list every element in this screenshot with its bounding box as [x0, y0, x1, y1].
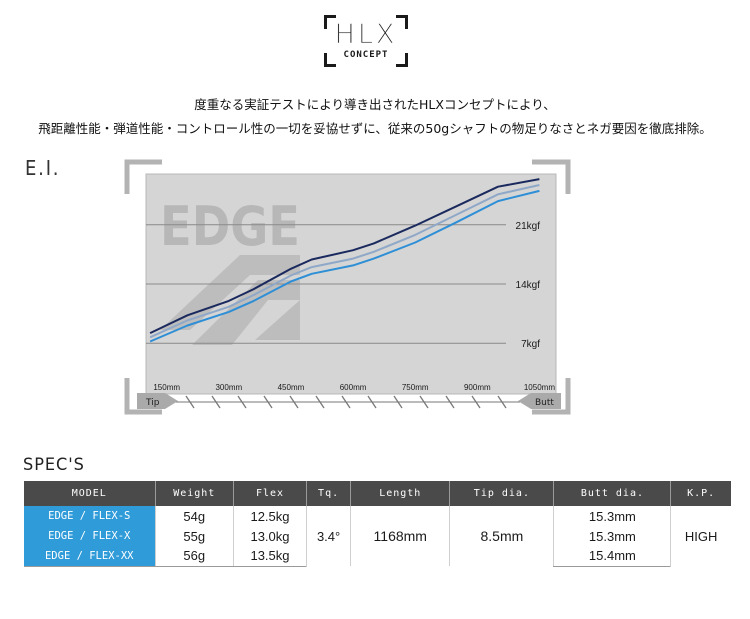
header-length: Length: [350, 481, 450, 506]
chart-baseline: [165, 395, 520, 409]
y-tick-label: 21kgf: [516, 221, 541, 232]
weight-cell: 56g: [154, 546, 234, 567]
x-tick-label: 450mm: [278, 383, 305, 392]
x-tick-label: 900mm: [464, 383, 491, 392]
butt-dia-cell: 15.3mm: [553, 526, 671, 546]
model-cell: EDGE / FLEX-XX: [24, 546, 155, 567]
edge-watermark-graphic: [160, 255, 300, 345]
header-kick-point: K.P.: [670, 481, 731, 506]
header-tip-dia: Tip dia.: [449, 481, 554, 506]
x-tick-label: 150mm: [153, 383, 180, 392]
intro-line-1: 度重なる実証テストにより導き出されたHLXコンセプトにより、: [194, 97, 556, 112]
model-cell: EDGE / FLEX-X: [24, 526, 155, 546]
header-flex: Flex: [233, 481, 307, 506]
baseline-hatch: [497, 395, 507, 409]
header-weight: Weight: [154, 481, 234, 506]
weight-cell: 55g: [154, 526, 234, 546]
x-tick-label: 1050mm: [524, 383, 555, 392]
butt-label: Butt: [535, 398, 554, 408]
x-tick-labels: 150mm 300mm 450mm 600mm 750mm 900mm 1050mm: [153, 383, 555, 392]
baseline-hatch: [445, 395, 455, 409]
butt-dia-cell: 15.3mm: [553, 506, 671, 526]
header-butt-dia: Butt dia.: [553, 481, 671, 506]
baseline-hatch: [237, 395, 247, 409]
table-row: EDGE / FLEX-S 54g 12.5kg 3.4° 1168mm 8.5…: [24, 506, 731, 566]
logo-bracket: [324, 53, 336, 67]
x-tick-label: 600mm: [340, 383, 367, 392]
kick-point-cell: HIGH: [670, 506, 731, 566]
intro-line-2: 飛距離性能・弾道性能・コントロール性の一切を妥協せずに、従来の50gシャフトの物…: [38, 121, 712, 136]
header-torque: Tq.: [305, 481, 351, 506]
plot-area: [145, 173, 557, 395]
logo-bracket: [324, 15, 336, 29]
ei-section-title: E.I.: [25, 156, 61, 180]
series-line-1: [149, 178, 540, 335]
edge-watermark-text: EDGE: [160, 195, 300, 258]
baseline-hatch: [419, 395, 429, 409]
baseline-hatch: [341, 395, 351, 409]
butt-dia-cell: 15.4mm: [553, 546, 671, 567]
header-model: MODEL: [24, 481, 155, 506]
table-row: EDGE / FLEX-X 55g 13.0kg 15.3mm: [24, 526, 731, 546]
baseline-hatch: [471, 395, 481, 409]
y-tick-label: 14kgf: [516, 280, 541, 291]
logo-mark: HLX: [334, 19, 398, 50]
baseline-hatch: [185, 395, 195, 409]
baseline-hatch: [263, 395, 273, 409]
series-line-3: [149, 189, 540, 343]
baseline-hatch: [393, 395, 403, 409]
baseline-hatch: [367, 395, 377, 409]
baseline-hatch: [211, 395, 221, 409]
chart-corner-frame: [124, 159, 571, 415]
spec-table: MODEL Weight Flex Tq. Length Tip dia. Bu…: [24, 481, 731, 567]
tip-label-tag: Tip: [137, 393, 178, 409]
logo-bracket: [396, 53, 408, 67]
tip-label: Tip: [145, 398, 160, 408]
flex-cell: 13.5kg: [233, 546, 307, 567]
spec-section-title: SPEC'S: [23, 455, 85, 475]
x-tick-label: 300mm: [215, 383, 242, 392]
spec-header-row: MODEL Weight Flex Tq. Length Tip dia. Bu…: [24, 481, 731, 506]
chart-gridlines: [146, 224, 506, 344]
hlx-concept-logo: HLX CONCEPT: [324, 15, 408, 67]
weight-cell: 54g: [154, 506, 234, 526]
baseline-hatch: [289, 395, 299, 409]
y-tick-label: 7kgf: [521, 339, 540, 350]
torque-cell: 3.4°: [305, 506, 351, 566]
length-cell: 1168mm: [350, 506, 450, 566]
logo-subtitle: CONCEPT: [343, 50, 389, 60]
logo-bracket: [396, 15, 408, 29]
flex-cell: 13.0kg: [233, 526, 307, 546]
flex-cell: 12.5kg: [233, 506, 307, 526]
butt-label-tag: Butt: [518, 393, 561, 409]
chart-series: [149, 178, 540, 343]
model-cell: EDGE / FLEX-S: [24, 506, 155, 526]
series-line-2: [149, 184, 540, 339]
tip-dia-cell: 8.5mm: [449, 506, 554, 566]
x-tick-label: 750mm: [402, 383, 429, 392]
baseline-hatch: [315, 395, 325, 409]
y-tick-labels: 7kgf 14kgf 21kgf: [516, 221, 541, 350]
table-row: EDGE / FLEX-XX 56g 13.5kg 15.4mm: [24, 546, 731, 567]
